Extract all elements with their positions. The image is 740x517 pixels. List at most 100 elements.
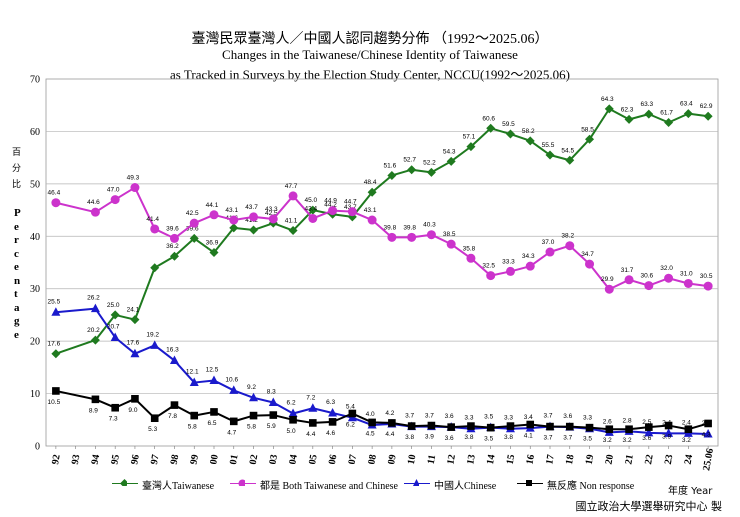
x-tick-label: 09: [386, 454, 399, 466]
data-label: 4.6: [326, 430, 335, 437]
data-point: [585, 259, 595, 269]
data-label: 57.1: [463, 134, 476, 141]
data-label: 43.1: [364, 207, 377, 214]
data-point: [447, 423, 455, 431]
data-point: [525, 136, 535, 146]
data-point: [51, 198, 61, 208]
data-label: 41.1: [285, 218, 298, 225]
data-label: 5.4: [346, 404, 355, 411]
data-point: [288, 191, 298, 201]
data-label: 39.6: [166, 225, 179, 232]
data-label: 4.4: [385, 431, 394, 438]
data-label: 31.7: [621, 267, 634, 274]
data-label: 3.3: [464, 415, 473, 422]
data-point: [545, 247, 555, 257]
data-label: 43.4: [304, 205, 317, 212]
data-point: [91, 395, 100, 404]
data-label: 20.7: [107, 323, 120, 330]
data-point: [130, 348, 140, 358]
data-label: 63.3: [640, 101, 653, 108]
x-tick-label: 99: [188, 454, 201, 466]
data-label: 4.7: [227, 429, 236, 436]
data-point: [51, 307, 61, 316]
data-point: [703, 428, 713, 438]
data-label: 3.7: [405, 413, 414, 420]
chart-subtitle-line2: as Tracked in Surveys by the Election St…: [170, 67, 570, 82]
data-label: 62.9: [700, 103, 713, 110]
circle-marker-icon: [238, 479, 245, 486]
data-label: 43.3: [265, 206, 278, 213]
data-point: [664, 273, 674, 283]
data-label: 3.9: [662, 434, 671, 441]
data-label: 36.2: [166, 243, 179, 250]
data-point: [150, 263, 160, 273]
x-tick-label: 11: [426, 454, 438, 465]
data-point: [130, 315, 140, 325]
data-label: 4.2: [385, 410, 394, 417]
data-point: [645, 423, 653, 431]
data-point: [367, 187, 377, 197]
data-label: 8.9: [89, 407, 98, 414]
x-tick-label: 19: [584, 454, 597, 466]
data-label: 5.9: [267, 423, 276, 430]
data-point: [229, 223, 239, 233]
data-point: [189, 218, 199, 228]
y-axis-char-en: a: [14, 301, 20, 314]
data-label: 2.8: [623, 417, 632, 424]
data-point: [169, 355, 179, 365]
data-label: 43.7: [344, 204, 357, 211]
x-tick-label: 21: [623, 454, 636, 466]
chart-title: 臺灣民眾臺灣人／中國人認同趨勢分佈 （1992～2025.06）: [191, 32, 549, 47]
data-label: 7.3: [109, 416, 118, 423]
data-label: 58.2: [522, 128, 535, 135]
data-point: [169, 251, 179, 261]
y-axis-char-en: n: [14, 274, 21, 287]
y-tick-label: 10: [30, 389, 40, 400]
data-label: 3.2: [623, 437, 632, 444]
data-point: [683, 109, 693, 119]
data-point: [328, 206, 338, 216]
y-axis-char-en: e: [14, 328, 19, 341]
data-point: [407, 422, 416, 430]
y-tick-label: 70: [30, 75, 40, 86]
data-label: 33.3: [502, 258, 515, 265]
data-label: 44.7: [344, 199, 357, 206]
data-label: 12.5: [206, 366, 219, 373]
data-label: 64.3: [601, 96, 614, 103]
data-label: 7.2: [306, 394, 315, 401]
data-point: [90, 303, 100, 313]
x-tick-label: 92: [50, 454, 63, 466]
data-point: [110, 310, 120, 320]
data-label: 6.3: [326, 399, 335, 406]
data-point: [170, 401, 179, 409]
data-point: [111, 403, 119, 412]
data-point: [130, 183, 140, 193]
x-tick-label: 10: [406, 454, 419, 466]
series-line: [55, 186, 709, 291]
data-label: 34.3: [522, 253, 535, 260]
data-point: [368, 418, 376, 427]
data-point: [605, 425, 614, 434]
data-point: [229, 215, 239, 225]
legend-label-chinese: 中國人Chinese: [434, 481, 497, 492]
data-point: [644, 427, 654, 437]
data-label: 4.1: [524, 433, 533, 440]
x-tick-label: 97: [149, 454, 162, 466]
data-label: 32.5: [482, 263, 495, 270]
data-point: [150, 340, 160, 349]
data-label: 25.5: [48, 298, 61, 305]
data-point: [505, 266, 515, 276]
data-label: 61.7: [660, 110, 673, 117]
data-label: 3.7: [543, 413, 552, 420]
data-label: 19.2: [146, 331, 159, 338]
data-point: [426, 230, 436, 240]
data-point: [604, 104, 614, 114]
data-label: 3.6: [563, 413, 572, 420]
data-label: 2.6: [603, 418, 612, 425]
data-point: [466, 253, 476, 263]
data-label: 8.3: [267, 388, 276, 395]
data-label: 5.3: [148, 426, 157, 433]
data-point: [347, 207, 357, 217]
data-point: [704, 419, 712, 428]
data-point: [52, 387, 60, 395]
